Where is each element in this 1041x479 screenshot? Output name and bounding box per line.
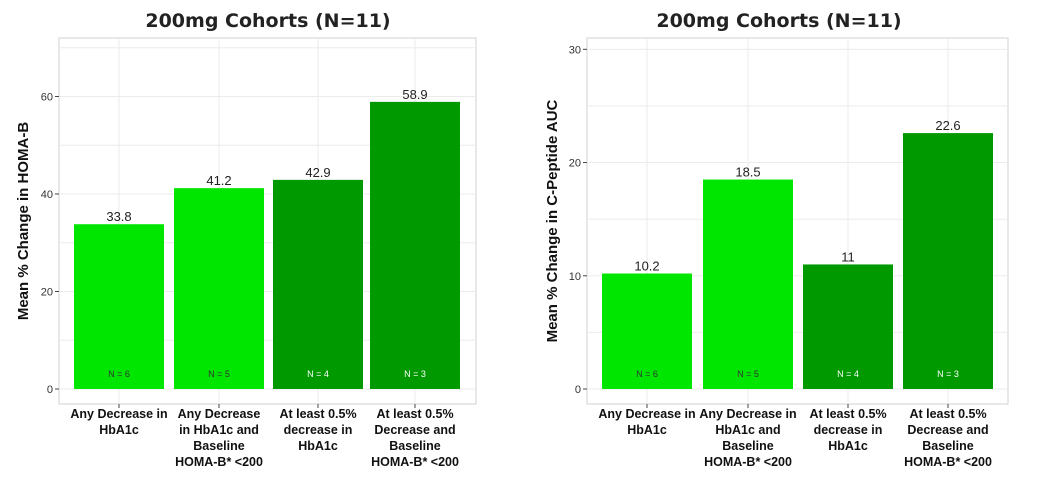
y-tick-label: 40 [41,189,53,201]
x-category-label-line: At least 0.5% [376,407,453,421]
bar-value-label: 42.9 [305,165,330,180]
bar [174,188,264,389]
x-category-label-line: HbA1c [298,439,338,453]
x-category-label-line: Any Decrease in [598,407,695,421]
x-category-label-line: HOMA-B* <200 [371,455,459,469]
x-category-label-line: HOMA-B* <200 [904,455,992,469]
x-category-label-line: decrease in [284,423,353,437]
bar-n-label: N = 6 [108,369,130,379]
bar [273,179,363,389]
x-category-label-line: HOMA-B* <200 [175,455,263,469]
bar-n-label: N = 4 [837,369,859,379]
x-category-label: Any Decrease in HbA1c and Baseline HOMA-B* … [699,407,796,469]
x-category-label-line: HbA1c [828,439,868,453]
x-category-label: Any Decrease in HbA1c [70,407,167,437]
x-category-label-line: Any Decrease [178,407,261,421]
x-category-label-line: Baseline [922,439,973,453]
x-category-label-line: decrease in [814,423,883,437]
bar [903,133,993,389]
y-tick-label: 10 [569,271,581,283]
bar-value-label: 41.2 [206,173,231,188]
y-tick-label: 60 [41,92,53,104]
bar [703,179,793,389]
bar-value-label: 11 [841,249,855,264]
bar-n-label: N = 4 [307,369,329,379]
bar [370,101,460,390]
y-tick-label: 20 [569,158,581,170]
x-category-label: At least 0.5% decrease in HbA1c [809,407,886,453]
bar-value-label: 58.9 [402,87,427,102]
chart-panel-2: 200mg Cohorts (N=11) Mean % Change in C-P… [544,10,1009,469]
bar-value-label: 18.5 [735,165,760,180]
x-category-label-line: Decrease and [907,423,988,437]
x-category-label: At least 0.5% decrease in HbA1c [279,407,356,453]
chart-panel-1: 200mg Cohorts (N=11) Mean % Change in HOM… [15,10,477,469]
chart-title: 200mg Cohorts (N=11) [145,10,390,32]
x-category-label: Any Decrease in HbA1c and Baseline HOMA-B* … [175,407,263,469]
bar-n-label: N = 3 [937,369,959,379]
x-category-label-line: Decrease and [374,423,455,437]
x-category-label-line: At least 0.5% [809,407,886,421]
x-category-label-line: Baseline [193,439,244,453]
x-category-label-line: At least 0.5% [909,407,986,421]
x-category-label-line: HbA1c [627,423,667,437]
x-category-label-line: HbA1c [99,423,139,437]
bar-n-label: N = 5 [208,369,230,379]
x-category-label-line: HbA1c and [715,423,780,437]
bar-value-label: 10.2 [634,259,659,274]
x-category-label: At least 0.5% Decrease and Baseline HOMA-B*… [904,407,992,469]
bar-n-label: N = 5 [737,369,759,379]
y-axis-label: Mean % Change in HOMA-B [15,122,32,321]
bar-n-label: N = 6 [636,369,658,379]
x-category-label: At least 0.5% Decrease and Baseline HOMA-B*… [371,407,459,469]
bar [74,224,164,389]
chart-title: 200mg Cohorts (N=11) [656,10,901,32]
y-axis-label: Mean % Change in C-Peptide AUC [544,99,561,342]
y-tick-label: 0 [575,384,581,396]
bar-n-label: N = 3 [404,369,426,379]
y-tick-label: 0 [47,384,53,396]
y-tick-label: 20 [41,287,53,299]
x-category-label-line: in HbA1c and [179,423,259,437]
bar [803,264,893,389]
x-category-label-line: Baseline [389,439,440,453]
bar [602,273,692,389]
x-category-label-line: Baseline [722,439,773,453]
x-category-label-line: Any Decrease in [699,407,796,421]
y-tick-label: 30 [569,44,581,56]
x-category-label: Any Decrease in HbA1c [598,407,695,437]
bar-value-label: 22.6 [935,118,960,133]
x-category-label-line: Any Decrease in [70,407,167,421]
x-category-label-line: At least 0.5% [279,407,356,421]
x-category-label-line: HOMA-B* <200 [704,455,792,469]
bar-value-label: 33.8 [106,209,131,224]
